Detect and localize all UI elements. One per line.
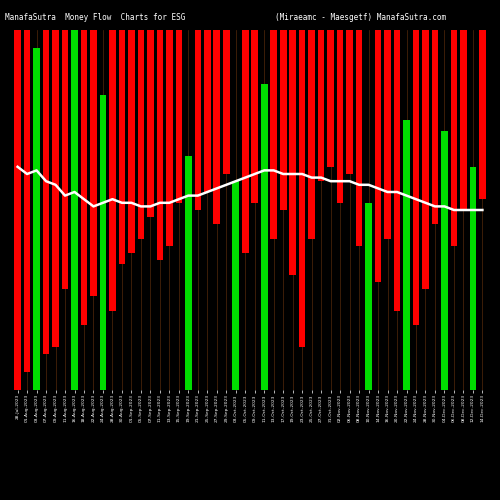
Bar xyxy=(232,181,239,390)
Bar xyxy=(290,30,296,275)
Bar xyxy=(450,30,458,246)
Bar xyxy=(242,30,248,253)
Bar xyxy=(412,30,420,325)
Bar xyxy=(403,120,410,390)
Bar xyxy=(156,30,163,260)
Bar xyxy=(147,30,154,217)
Text: (Miraeamc - Maesgetf) ManafaSutra.com: (Miraeamc - Maesgetf) ManafaSutra.com xyxy=(275,12,446,22)
Bar xyxy=(366,203,372,390)
Bar xyxy=(194,30,201,210)
Bar xyxy=(280,30,286,210)
Bar xyxy=(223,30,230,174)
Bar xyxy=(80,30,87,325)
Bar xyxy=(24,30,30,372)
Bar xyxy=(479,30,486,199)
Bar xyxy=(252,30,258,203)
Bar xyxy=(71,30,78,390)
Bar xyxy=(337,30,344,203)
Bar xyxy=(204,30,210,192)
Bar xyxy=(270,30,277,239)
Bar xyxy=(422,30,429,289)
Bar xyxy=(42,30,50,354)
Bar xyxy=(318,30,324,181)
Bar xyxy=(432,30,438,224)
Bar xyxy=(470,167,476,390)
Bar xyxy=(460,30,467,210)
Bar xyxy=(109,30,116,311)
Bar xyxy=(128,30,134,253)
Bar xyxy=(166,30,172,246)
Bar xyxy=(185,156,192,390)
Bar xyxy=(100,95,106,390)
Bar xyxy=(441,131,448,390)
Bar xyxy=(14,30,21,390)
Bar xyxy=(62,30,68,289)
Bar xyxy=(374,30,382,282)
Bar xyxy=(33,48,40,390)
Bar xyxy=(138,30,144,239)
Bar xyxy=(356,30,362,246)
Bar xyxy=(214,30,220,224)
Bar xyxy=(394,30,400,311)
Bar xyxy=(346,30,353,174)
Bar xyxy=(308,30,315,239)
Bar xyxy=(52,30,59,347)
Bar xyxy=(328,30,334,167)
Bar xyxy=(118,30,126,264)
Bar xyxy=(90,30,97,296)
Text: ManafaSutra  Money Flow  Charts for ESG: ManafaSutra Money Flow Charts for ESG xyxy=(5,12,186,22)
Bar xyxy=(384,30,391,239)
Bar xyxy=(261,84,268,390)
Bar xyxy=(176,30,182,203)
Bar xyxy=(299,30,306,347)
